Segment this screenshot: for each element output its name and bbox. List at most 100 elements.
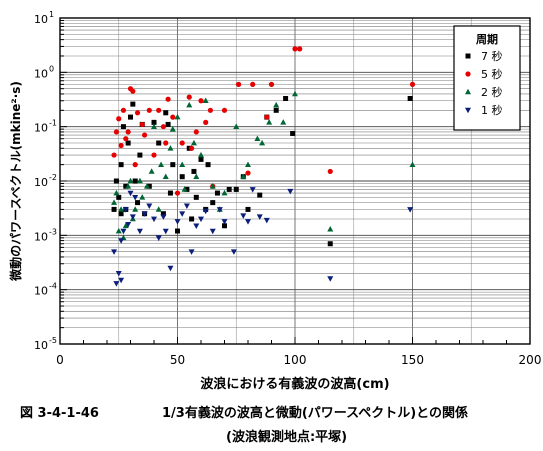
- data-point: [216, 207, 223, 213]
- data-point: [236, 81, 242, 87]
- data-point: [186, 94, 192, 100]
- figure-subtitle: (波浪観測地点:平塚): [226, 430, 348, 445]
- data-point: [268, 81, 275, 87]
- legend-marker: [465, 107, 471, 114]
- y-tick-exponent: 1: [49, 10, 54, 19]
- data-point: [214, 190, 220, 196]
- x-tick-label: 100: [284, 353, 307, 367]
- data-point: [111, 152, 117, 158]
- y-tick-exponent: 0: [49, 64, 54, 73]
- data-point: [116, 194, 122, 200]
- data-point: [249, 187, 256, 193]
- data-point: [170, 162, 176, 168]
- data-point: [174, 113, 181, 120]
- data-point: [116, 116, 122, 122]
- data-point: [191, 168, 197, 174]
- series-2: [111, 46, 416, 196]
- y-tick-label: 10: [34, 176, 48, 189]
- data-point: [130, 88, 136, 94]
- data-point: [205, 162, 211, 168]
- data-point: [111, 249, 118, 255]
- x-tick-labels: 0 50 100 150 200: [56, 353, 541, 367]
- data-point: [113, 189, 120, 196]
- data-point: [169, 125, 176, 132]
- data-point: [137, 152, 143, 158]
- y-tick-exponent: -3: [49, 227, 57, 236]
- data-point: [245, 161, 251, 167]
- grid-lines: [60, 18, 530, 344]
- data-point: [148, 168, 155, 174]
- data-point: [273, 107, 279, 113]
- data-point: [125, 221, 132, 228]
- data-point: [193, 194, 199, 200]
- data-point: [174, 190, 181, 196]
- data-point: [158, 161, 165, 167]
- data-point: [156, 140, 162, 146]
- data-point: [118, 238, 125, 244]
- data-point: [287, 188, 294, 195]
- data-point: [151, 152, 157, 158]
- data-point: [273, 101, 280, 108]
- data-point: [193, 173, 200, 179]
- legend-entry: 7 秒: [481, 49, 503, 63]
- data-point: [120, 228, 127, 235]
- data-point: [189, 216, 195, 222]
- data-point: [146, 183, 152, 189]
- data-point: [407, 207, 414, 213]
- data-point: [230, 249, 237, 255]
- data-point: [118, 142, 124, 149]
- data-point: [186, 101, 193, 108]
- legend-box: [453, 25, 521, 131]
- data-point: [327, 225, 334, 232]
- data-point: [146, 203, 153, 209]
- data-point: [198, 98, 204, 104]
- data-point: [175, 228, 180, 234]
- legend-entry: 2 秒: [481, 85, 503, 99]
- data-point: [143, 183, 150, 189]
- y-tick-label: 10: [34, 122, 48, 135]
- data-point: [181, 186, 188, 192]
- data-point: [132, 178, 138, 184]
- data-point: [264, 114, 270, 120]
- data-point: [233, 123, 240, 129]
- data-point: [222, 223, 227, 229]
- data-point: [165, 121, 171, 127]
- y-tick-exponent: -4: [49, 282, 57, 291]
- y-tick-label: 10: [34, 339, 48, 352]
- data-point: [266, 119, 273, 125]
- data-point: [240, 173, 247, 179]
- legend-title: 周期: [476, 32, 498, 46]
- y-tick-label: 10: [34, 285, 48, 298]
- data-point: [129, 214, 136, 220]
- data-point: [151, 123, 157, 129]
- data-point: [174, 219, 181, 225]
- legend-marker: [465, 88, 471, 95]
- data-point: [327, 168, 333, 175]
- data-point: [136, 228, 143, 235]
- data-point: [179, 161, 186, 167]
- data-point: [125, 183, 132, 189]
- data-point: [409, 81, 416, 87]
- data-point: [120, 107, 127, 113]
- data-point: [189, 145, 195, 151]
- data-point: [202, 97, 209, 104]
- data-point: [141, 211, 148, 217]
- legend: 周期 7 秒 5 秒 2 秒 1 秒: [453, 25, 521, 131]
- data-point: [120, 124, 126, 130]
- data-point: [132, 195, 139, 201]
- data-point: [193, 223, 200, 229]
- data-point: [280, 119, 287, 125]
- data-point: [203, 119, 209, 125]
- data-point: [151, 119, 157, 125]
- legend-marker: [465, 53, 471, 59]
- data-point: [167, 190, 173, 196]
- figure-number: 図 3-4-1-46: [20, 406, 99, 421]
- data-point: [198, 156, 204, 162]
- y-tick-label: 10: [34, 13, 48, 26]
- y-tick-label: 10: [34, 67, 48, 80]
- data-point: [290, 130, 296, 136]
- data-point: [188, 249, 195, 255]
- y-axis-label: 微動のパワースペクトル(mkine²·s): [8, 81, 23, 282]
